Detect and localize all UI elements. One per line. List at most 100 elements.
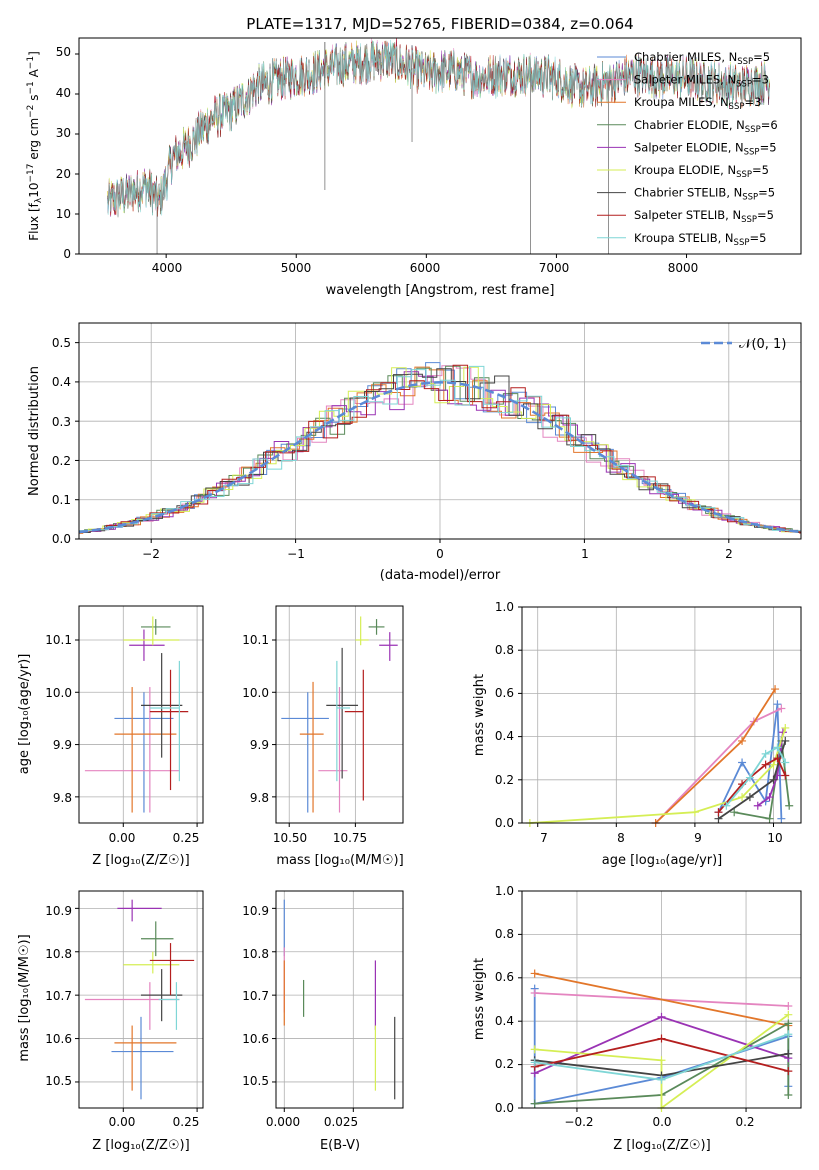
mass-z-ytick-label: 10.6 <box>45 1032 72 1046</box>
legend-label: Chabrier MILES, NSSP=5 <box>634 50 770 67</box>
spectrum-ytick-label: 50 <box>56 45 71 59</box>
spectrum-series-line <box>107 39 770 218</box>
spectrum-title: PLATE=1317, MJD=52765, FIBERID=0384, z=0… <box>246 15 633 33</box>
weight-series-line <box>534 1013 789 1110</box>
mass-ebv-xtick-label: 0.000 <box>266 1115 300 1129</box>
weight-z-ytick-label: 1.0 <box>495 884 514 898</box>
age-mass-ytick-label: 10.1 <box>242 633 269 647</box>
age-z-axes-frame <box>78 605 204 824</box>
weight-age-xlabel: age [log₁₀(age/yr)] <box>602 853 723 868</box>
residual-histogram <box>78 368 801 539</box>
legend-label: Salpeter ELODIE, NSSP=5 <box>634 140 777 157</box>
weight-point-marker <box>722 801 731 810</box>
weight-point-marker <box>753 801 762 810</box>
weight-vs-metallicity-labels: −0.2 0.0 0.2 0.0 0.2 0.4 0.6 0.8 1.0 Z [… <box>472 884 755 1153</box>
legend-label: Kroupa ELODIE, NSSP=5 <box>634 163 769 180</box>
age-z-ytick-label: 9.9 <box>53 738 72 752</box>
weight-point-marker <box>771 685 780 694</box>
weight-age-xtick-label: 7 <box>540 831 548 845</box>
mass-ebv-ytick-label: 10.7 <box>242 989 269 1003</box>
mass-vs-ebv-labels: 0.000 0.025 10.5 10.6 10.7 10.8 10.9 E(B… <box>242 904 360 1153</box>
residuals-ytick-label: 0.4 <box>52 375 71 389</box>
age-z-ytick-label: 10.1 <box>45 633 72 647</box>
weight-point-marker <box>657 1012 666 1021</box>
weight-point-marker <box>773 754 782 763</box>
weight-point-marker <box>784 1010 793 1019</box>
weight-age-ytick-label: 0.6 <box>495 686 514 700</box>
weight-point-marker <box>781 758 790 767</box>
spectrum-xtick-label: 7000 <box>539 261 570 275</box>
weight-age-ytick-label: 1.0 <box>495 600 514 614</box>
residuals-histograms <box>78 362 801 539</box>
mass-z-ytick-label: 10.9 <box>45 904 72 918</box>
spectrum-panel: PLATE=1317, MJD=52765, FIBERID=0384, z=0… <box>26 15 802 298</box>
weight-z-xtick-label: −0.2 <box>564 1115 593 1129</box>
mass-ebv-ytick-label: 10.5 <box>242 1074 269 1088</box>
mass-z-ytick-label: 10.5 <box>45 1074 72 1088</box>
age-z-xlabel: Z [log₁₀(Z/Z☉)] <box>92 853 189 868</box>
weight-point-marker <box>761 749 770 758</box>
weight-point-marker <box>690 808 699 817</box>
spectrum-x-ticks: 4000 5000 6000 7000 8000 <box>152 254 698 275</box>
age-vs-mass-labels: 10.50 10.75 9.8 9.9 10.0 10.1 mass [log₁… <box>242 633 403 868</box>
spectrum-lines <box>107 38 770 254</box>
spectrum-xlabel: wavelength [Angstrom, rest frame] <box>326 283 555 298</box>
weight-point-marker <box>530 1045 539 1054</box>
legend-label: Kroupa MILES, NSSP=3 <box>634 95 761 112</box>
age-mass-axes-frame <box>275 605 404 824</box>
weight-point-marker <box>714 808 723 817</box>
mass-ebv-xlabel: E(B-V) <box>320 1138 360 1153</box>
weight-age-ytick-label: 0.0 <box>495 816 514 830</box>
weight-age-axes-frame <box>521 606 802 824</box>
age-mass-ytick-label: 9.9 <box>250 738 269 752</box>
weight-age-ytick-label: 0.2 <box>495 773 514 787</box>
weight-point-marker <box>530 1058 539 1067</box>
weight-point-marker <box>781 771 790 780</box>
weight-point-marker <box>784 1002 793 1011</box>
weight-point-marker <box>657 1056 666 1065</box>
weight-age-ytick-label: 0.4 <box>495 729 514 743</box>
weight-point-marker <box>769 775 778 784</box>
mass-z-xtick-label: 0.25 <box>173 1115 200 1129</box>
weight-point-marker <box>784 1030 793 1039</box>
spectrum-ytick-label: 40 <box>56 86 71 100</box>
spectrum-ylabel: Flux [fλ10−17 erg cm−2 s−1 A−1] <box>26 51 44 241</box>
mass-vs-metallicity-panel <box>75 890 204 1112</box>
weight-z-ylabel: mass weight <box>472 958 487 1040</box>
weight-point-marker <box>657 1034 666 1043</box>
weight-age-ylabel: mass weight <box>472 674 487 756</box>
residuals-ytick-label: 0.0 <box>52 532 71 546</box>
weight-z-ytick-label: 0.8 <box>495 927 514 941</box>
weight-age-xtick-label: 9 <box>694 831 702 845</box>
weight-point-marker <box>773 700 782 709</box>
age-mass-xtick-label: 10.75 <box>333 831 367 845</box>
legend-label: Chabrier ELODIE, NSSP=6 <box>634 118 778 135</box>
weight-z-xtick-label: 0.2 <box>735 1115 754 1129</box>
legend-label: Chabrier STELIB, NSSP=5 <box>634 186 775 203</box>
weight-z-axes-frame <box>521 890 802 1109</box>
residuals-xtick-label: 0 <box>436 547 444 561</box>
residuals-xtick-label: 2 <box>725 547 733 561</box>
weight-vs-age-labels: 7 8 9 10 0.0 0.2 0.4 0.6 0.8 1.0 age [lo… <box>472 600 783 868</box>
mass-ebv-axes-frame <box>275 890 404 1109</box>
weight-point-marker <box>765 814 774 823</box>
mass-z-xlabel: Z [log₁₀(Z/Z☉)] <box>92 1138 189 1153</box>
normal-curve <box>78 381 802 534</box>
weight-point-marker <box>730 808 739 817</box>
weight-point-marker <box>745 773 754 782</box>
normal-curve-legend-label: 𝒩(0, 1) <box>739 337 786 352</box>
weight-vs-metallicity-panel <box>518 890 802 1112</box>
residuals-x-ticks: −2 −1 0 1 2 <box>142 547 733 561</box>
weight-vs-age-panel <box>518 606 802 827</box>
mass-z-ylabel: mass [log₁₀(M/M☉)] <box>17 934 32 1061</box>
legend-label: Kroupa STELIB, NSSP=5 <box>634 231 766 248</box>
residuals-panel: −2 −1 0 1 2 0.0 0.1 0.2 0.3 0.4 0.5 (dat… <box>27 322 802 583</box>
weight-point-marker <box>745 793 754 802</box>
age-mass-xtick-label: 10.50 <box>273 831 307 845</box>
weight-point-marker <box>530 969 539 978</box>
legend-label: Salpeter MILES, NSSP=3 <box>634 73 769 90</box>
weight-point-marker <box>773 743 782 752</box>
weight-z-ytick-label: 0.4 <box>495 1014 514 1028</box>
residuals-ytick-label: 0.1 <box>52 493 71 507</box>
